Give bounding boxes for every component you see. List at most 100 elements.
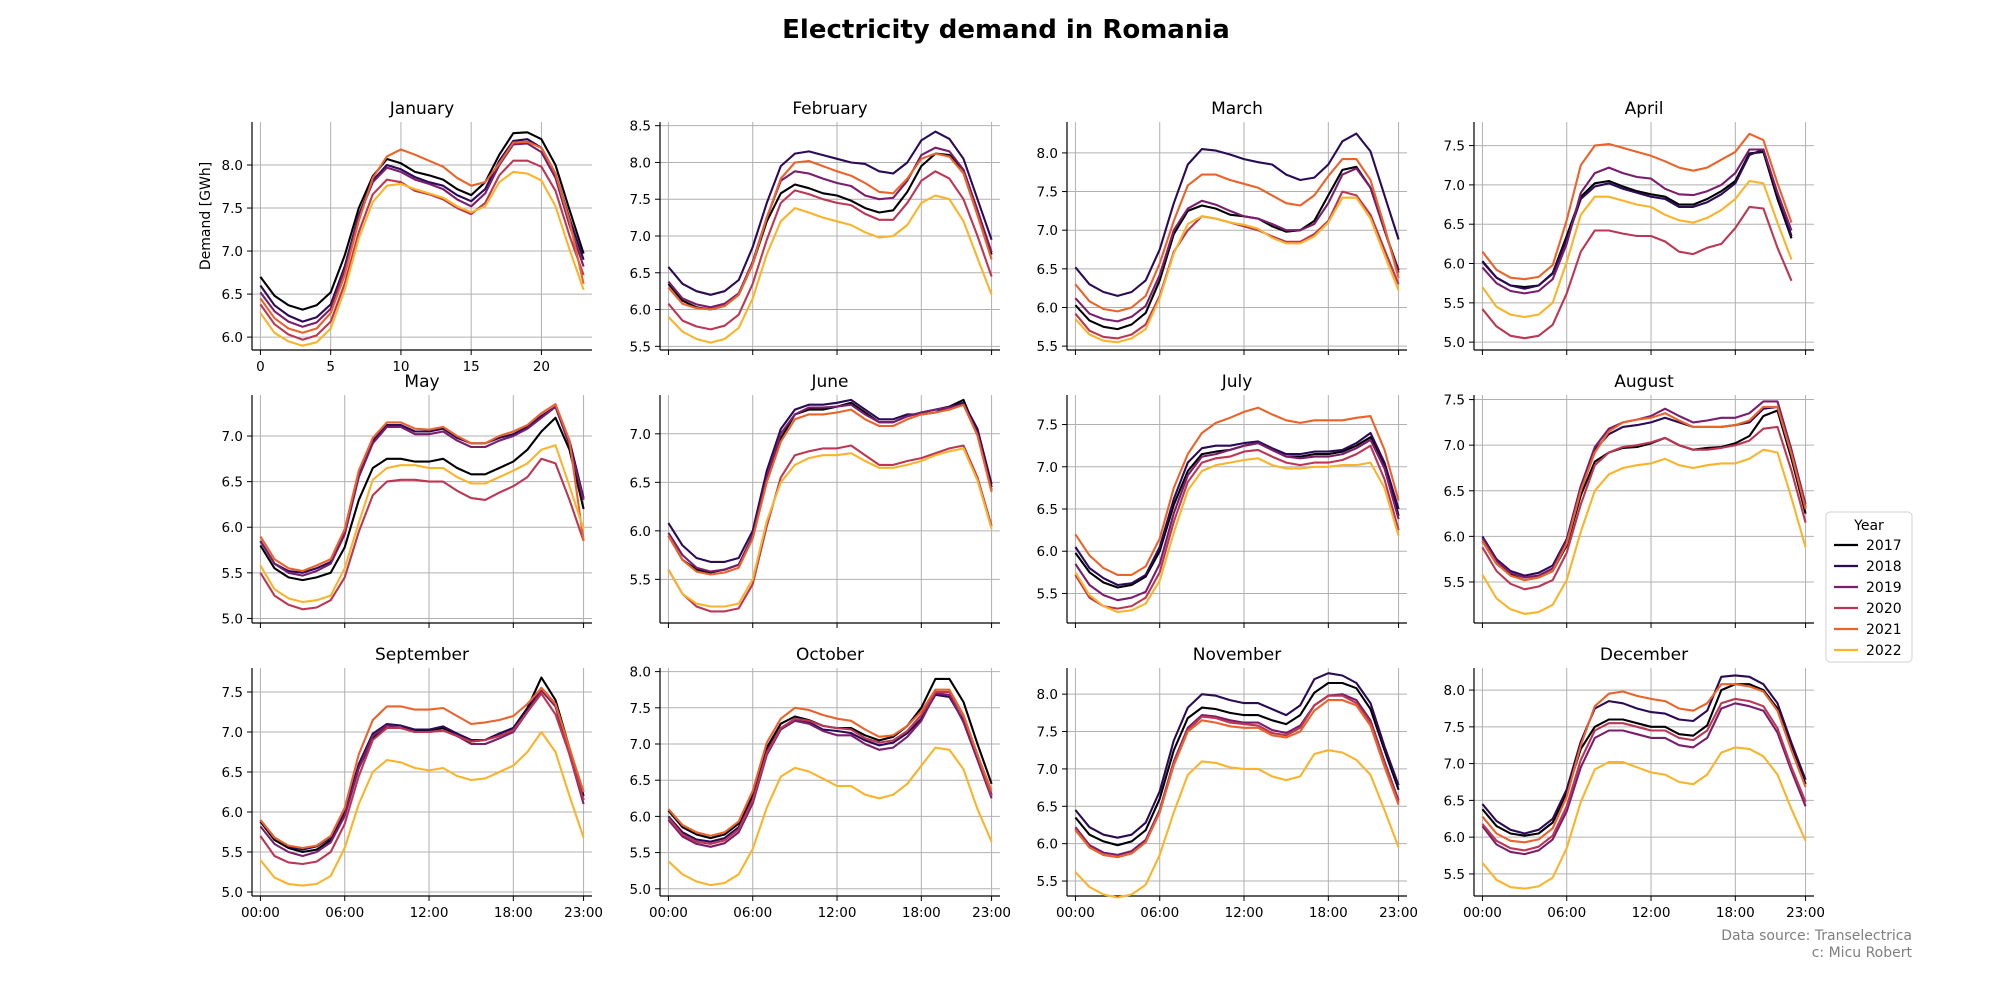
x-tick-label: 00:00 [1056,905,1095,921]
y-tick-label: 6.0 [630,303,651,319]
x-tick-label: 12:00 [1632,905,1671,921]
series-line-2021 [1074,158,1400,313]
series-line-2020 [667,170,993,331]
y-tick-label: 6.0 [1037,300,1058,316]
x-tick-label: 12:00 [818,905,857,921]
panel-title: May [404,372,439,392]
panel-title: March [1211,99,1263,119]
panel-december: December 00:00 06:00 12:00 18:00 23:00 5.5 6.0 6… [1444,645,1826,921]
y-tick-label: 8.5 [630,119,651,135]
y-tick-label: 7.5 [1037,185,1058,201]
y-tick-label: 5.5 [1037,586,1058,602]
series-line-2022 [1481,179,1793,319]
y-tick-label: 6.0 [222,805,243,821]
x-tick-label: 18:00 [1309,905,1348,921]
series-line-2020 [259,457,585,611]
series-line-2021 [1481,132,1793,281]
y-tick-label: 8.0 [630,665,651,681]
series-line-2018 [1074,132,1400,297]
x-tick-label: 06:00 [733,905,772,921]
y-tick-label: 7.5 [1444,139,1465,155]
series-line-2020 [259,159,585,341]
x-tick-label: 20 [533,359,550,375]
y-tick-label: 6.0 [1037,837,1058,853]
series-line-2019 [1481,148,1793,295]
y-tick-label: 8.0 [1444,683,1465,699]
series-line-2019 [667,146,993,309]
y-tick-label: 6.0 [1444,830,1465,846]
y-tick-label: 8.0 [1037,146,1058,162]
series-line-2022 [259,170,585,347]
x-tick-label: 00:00 [241,905,280,921]
series-line-2022 [259,730,585,887]
series-line-2020 [667,444,993,613]
series-line-2022 [667,447,993,608]
y-tick-label: 6.5 [222,475,243,491]
y-tick-label: 7.5 [222,201,243,217]
series-line-2022 [259,444,585,604]
legend-label-2022: 2022 [1866,643,1902,659]
series-line-2019 [259,405,585,577]
legend-frame [1825,511,1913,663]
x-tick-label: 06:00 [1140,905,1179,921]
series-line-2022 [667,746,993,887]
series-line-2017 [1074,681,1400,847]
panel-title: January [389,99,454,119]
series-line-2018 [1481,674,1807,835]
y-tick-label: 5.5 [630,572,651,588]
panel-january: January 0 5 10 15 20 6.0 6.5 7.0 7.5 8.0 [222,99,592,375]
y-tick-label: 5.5 [222,566,243,582]
x-tick-label: 18:00 [902,905,941,921]
series-line-2019 [259,689,585,858]
y-tick-label: 7.0 [1037,762,1058,778]
author-credit: c: Micu Robert [1812,945,1913,961]
y-tick-label: 6.5 [222,287,243,303]
x-tick-label: 18:00 [494,905,533,921]
y-tick-label: 7.5 [1037,418,1058,434]
y-tick-label: 6.5 [1444,793,1465,809]
x-tick-label: 23:00 [564,905,603,921]
y-tick-label: 6.0 [222,330,243,346]
x-tick-label: 23:00 [972,905,1011,921]
series-line-2021 [259,140,585,334]
y-tick-label: 7.0 [630,229,651,245]
legend-label-2017: 2017 [1866,538,1902,554]
y-tick-label: 7.0 [1037,223,1058,239]
series-line-2017 [1481,150,1793,289]
series-line-2017 [259,676,585,854]
y-tick-label: 6.5 [630,266,651,282]
y-tick-label: 7.5 [630,192,651,208]
y-tick-label: 7.0 [630,737,651,753]
series-line-2019 [667,403,993,573]
x-tick-label: 5 [326,359,335,375]
y-tick-label: 5.0 [1444,335,1465,351]
series-line-2018 [259,138,585,323]
panel-title: October [796,645,864,665]
y-tick-label: 6.5 [630,475,651,491]
y-axis-label: Demand [GWh] [198,162,214,270]
x-tick-label: 15 [463,359,480,375]
y-tick-label: 7.0 [222,725,243,741]
panel-title: June [810,372,848,392]
y-tick-label: 6.5 [1444,217,1465,233]
series-line-2018 [1074,431,1400,587]
series-line-2017 [1481,683,1807,837]
x-tick-label: 23:00 [1786,905,1825,921]
y-tick-label: 7.5 [630,701,651,717]
series-line-2018 [667,130,993,296]
panel-july: July 5.5 6.0 6.5 7.0 7.5 [1037,372,1407,628]
y-tick-label: 7.0 [222,244,243,260]
y-tick-label: 6.0 [222,520,243,536]
series-line-2022 [1074,196,1400,344]
y-tick-label: 5.0 [222,885,243,901]
y-tick-label: 6.0 [1444,529,1465,545]
y-tick-label: 5.5 [1444,867,1465,883]
series-line-2021 [1481,405,1807,582]
series-line-2021 [667,688,993,837]
panels-layer: January 0 5 10 15 20 6.0 6.5 7.0 7.5 8.0 February 5.… [222,99,1826,921]
series-line-2021 [1481,683,1807,844]
panel-title: July [1221,372,1253,392]
series-line-2018 [259,405,585,574]
x-tick-label: 10 [392,359,409,375]
